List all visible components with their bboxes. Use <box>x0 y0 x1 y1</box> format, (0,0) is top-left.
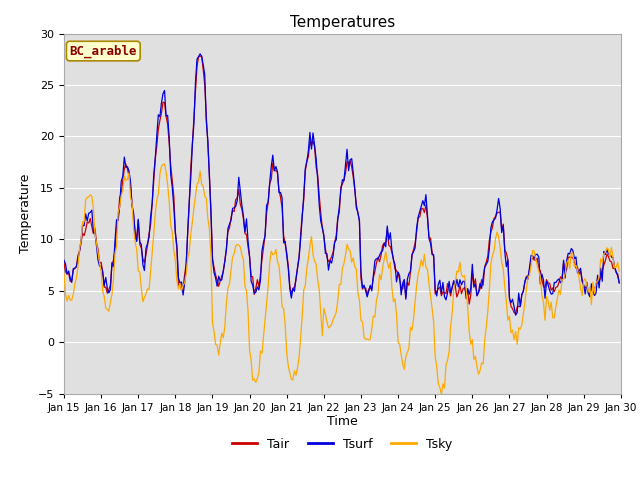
Text: BC_arable: BC_arable <box>70 44 137 58</box>
Legend: Tair, Tsurf, Tsky: Tair, Tsurf, Tsky <box>227 433 458 456</box>
Y-axis label: Temperature: Temperature <box>19 174 33 253</box>
Title: Temperatures: Temperatures <box>290 15 395 30</box>
X-axis label: Time: Time <box>327 415 358 429</box>
